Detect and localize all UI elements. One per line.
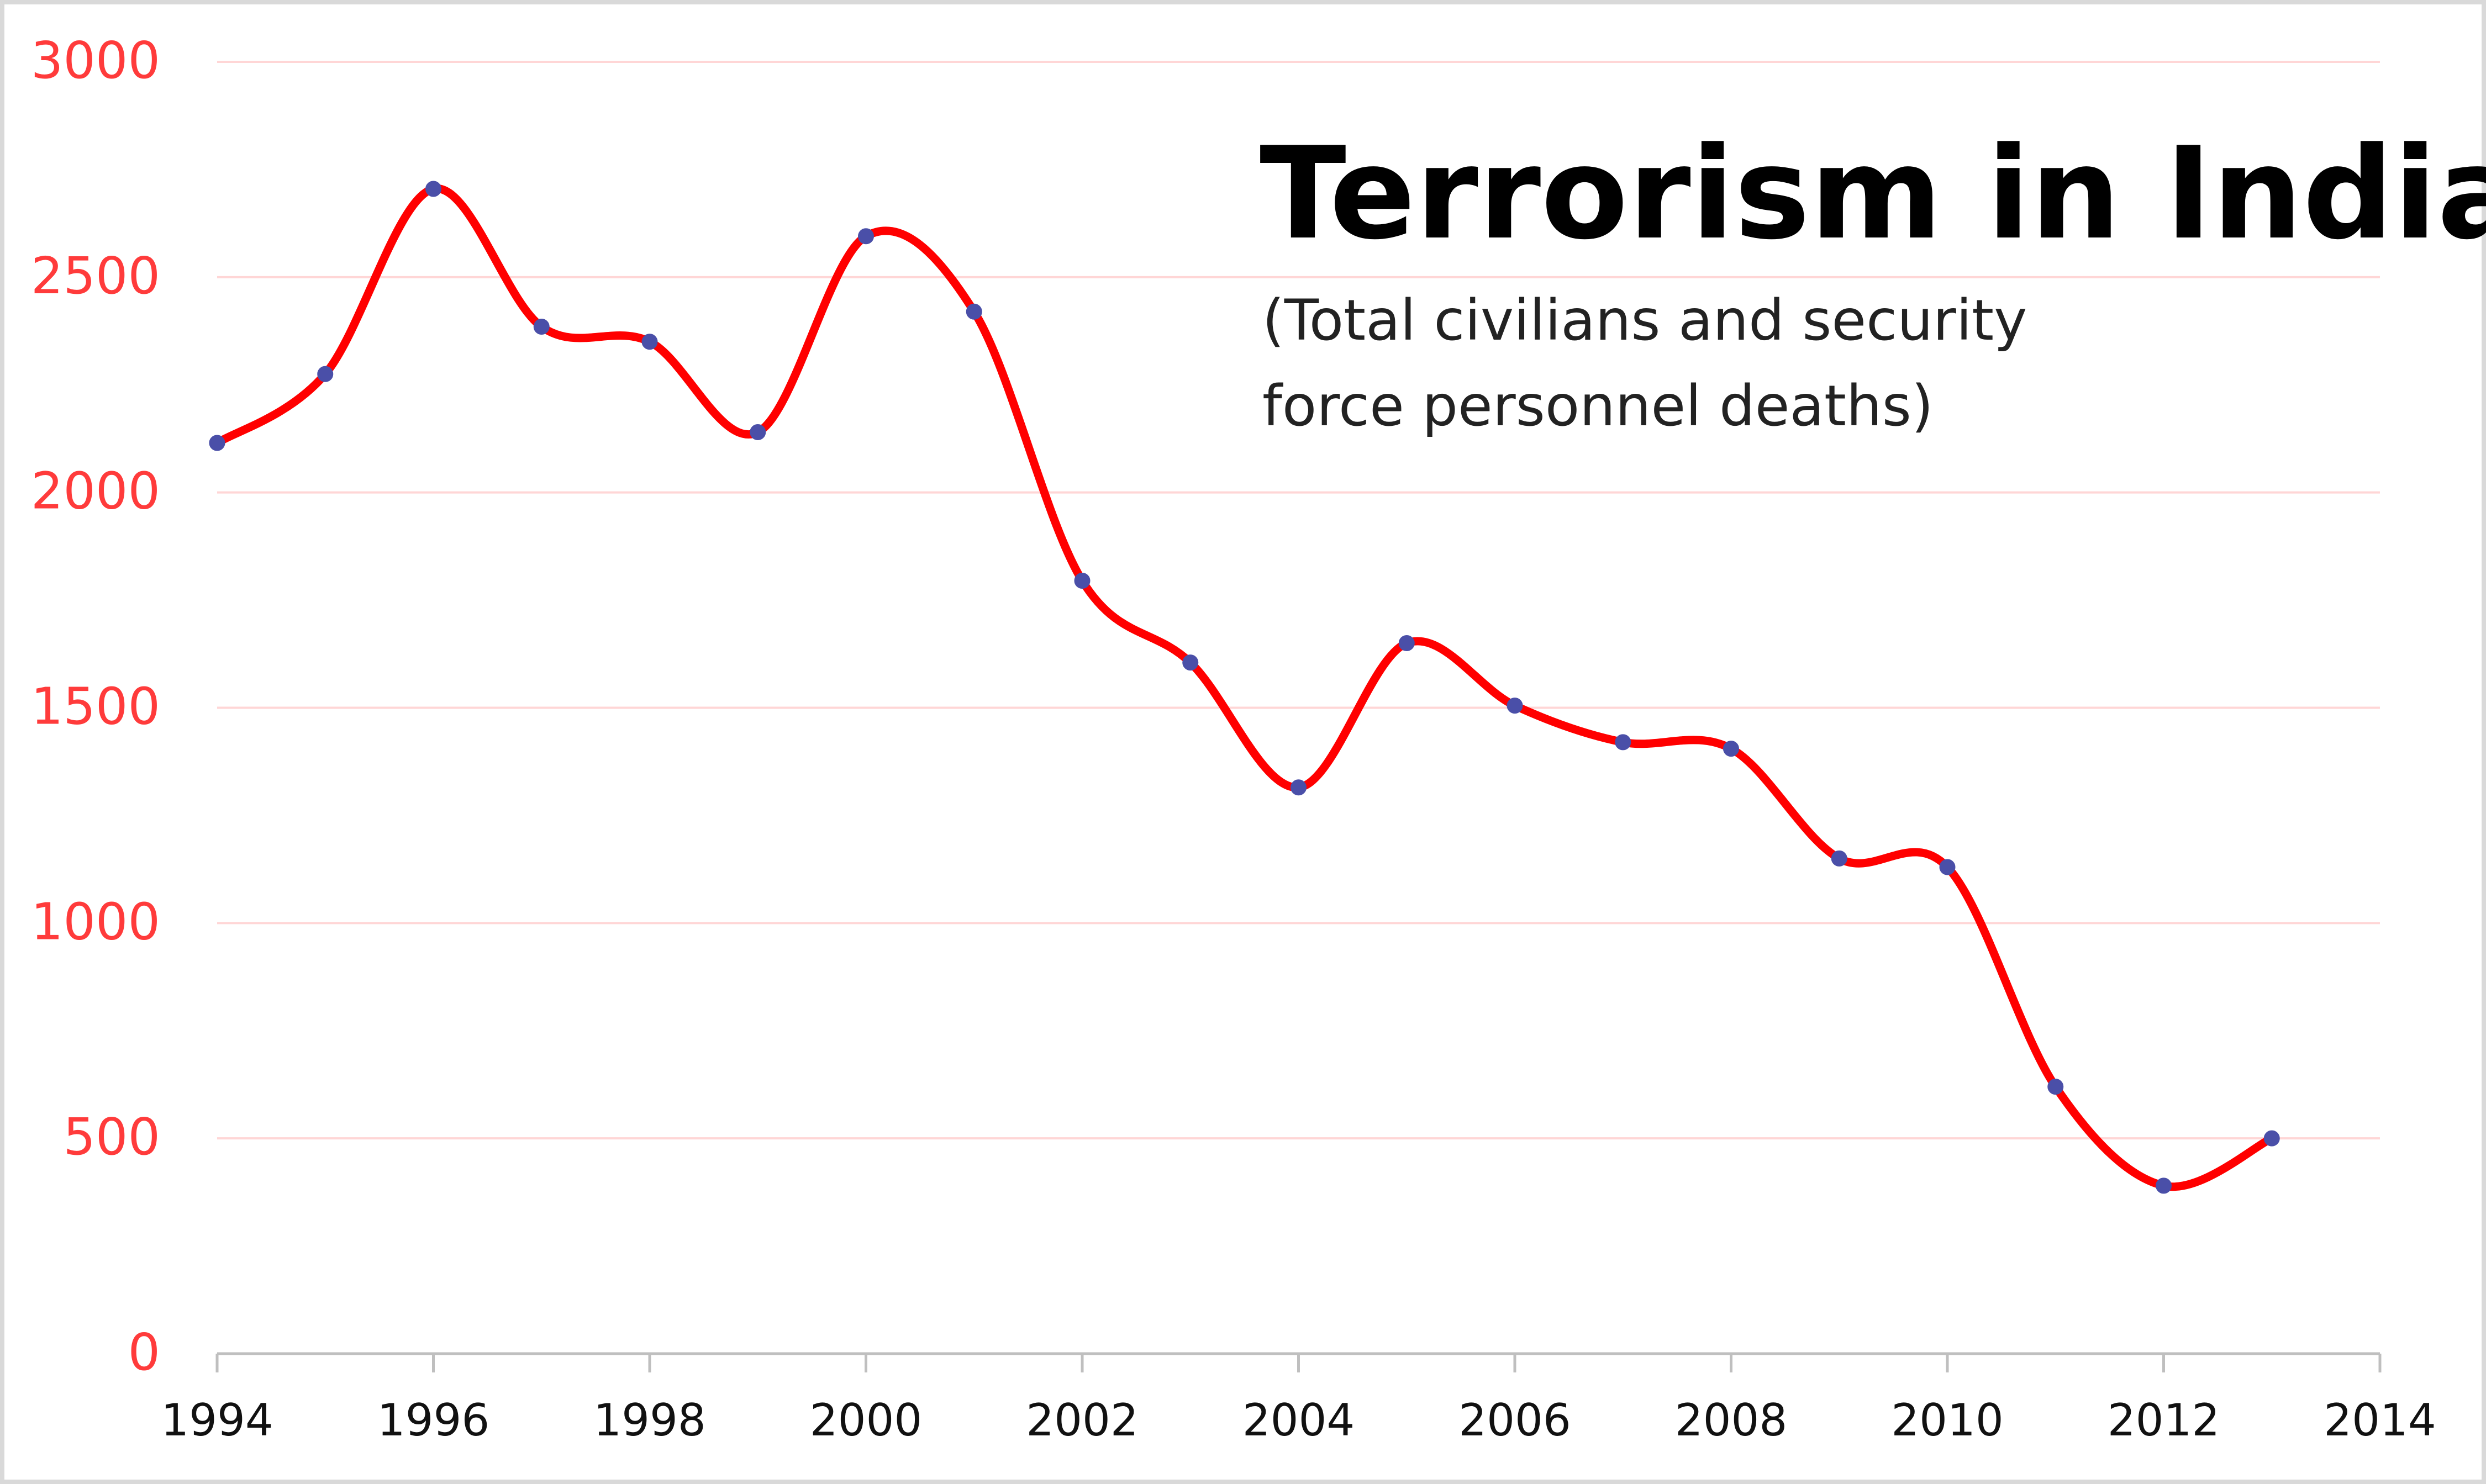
x-tick-label: 2010 bbox=[1891, 1395, 2004, 1446]
y-tick-label: 1500 bbox=[31, 677, 160, 736]
y-tick-label: 2500 bbox=[31, 246, 160, 305]
data-point bbox=[209, 435, 225, 451]
data-point bbox=[533, 318, 550, 335]
data-point bbox=[1615, 734, 1631, 751]
x-tick-label: 1996 bbox=[377, 1395, 490, 1446]
x-tick-label: 2002 bbox=[1026, 1395, 1139, 1446]
data-point bbox=[1291, 779, 1307, 796]
data-point bbox=[1939, 859, 1956, 875]
series-layer bbox=[209, 181, 2280, 1194]
data-point bbox=[858, 228, 874, 245]
data-point bbox=[1398, 635, 1415, 652]
y-tick-label: 1000 bbox=[31, 892, 160, 951]
chart-subtitle-line-2: force personnel deaths) bbox=[1262, 373, 1934, 439]
y-tick-label: 2000 bbox=[31, 462, 160, 521]
y-tick-label: 500 bbox=[63, 1107, 160, 1166]
x-tick-label: 2008 bbox=[1675, 1395, 1788, 1446]
x-tick-label: 2006 bbox=[1458, 1395, 1571, 1446]
data-point bbox=[1831, 850, 1847, 867]
data-point bbox=[2263, 1130, 2280, 1147]
data-point bbox=[2047, 1079, 2064, 1095]
data-point bbox=[1182, 654, 1199, 671]
data-point bbox=[2156, 1177, 2172, 1194]
grid-lines bbox=[217, 61, 2380, 1140]
chart-subtitle-line-1: (Total civilians and security bbox=[1262, 288, 2027, 353]
data-point bbox=[750, 424, 766, 441]
x-tick-label: 2004 bbox=[1242, 1395, 1355, 1446]
x-tick-label: 2014 bbox=[2324, 1395, 2436, 1446]
data-point bbox=[641, 334, 658, 350]
data-point bbox=[425, 181, 441, 197]
data-point bbox=[1723, 741, 1739, 757]
axes bbox=[215, 1352, 2382, 1372]
x-tick-label: 2012 bbox=[2108, 1395, 2220, 1446]
x-tick-label: 1994 bbox=[161, 1395, 273, 1446]
data-point bbox=[1074, 572, 1091, 589]
y-tick-label: 0 bbox=[128, 1323, 160, 1382]
x-tick-label: 1998 bbox=[593, 1395, 706, 1446]
chart-title: Terrorism in India bbox=[1260, 120, 2486, 268]
data-point bbox=[966, 303, 982, 320]
x-tick-label: 2000 bbox=[810, 1395, 923, 1446]
y-tick-label: 3000 bbox=[31, 31, 160, 90]
data-point bbox=[317, 366, 334, 382]
data-point bbox=[1507, 698, 1523, 714]
tick-labels: 0 500 1000 1500 2000 2500 3000 1994 1996 1998 2000… bbox=[31, 31, 2436, 1446]
